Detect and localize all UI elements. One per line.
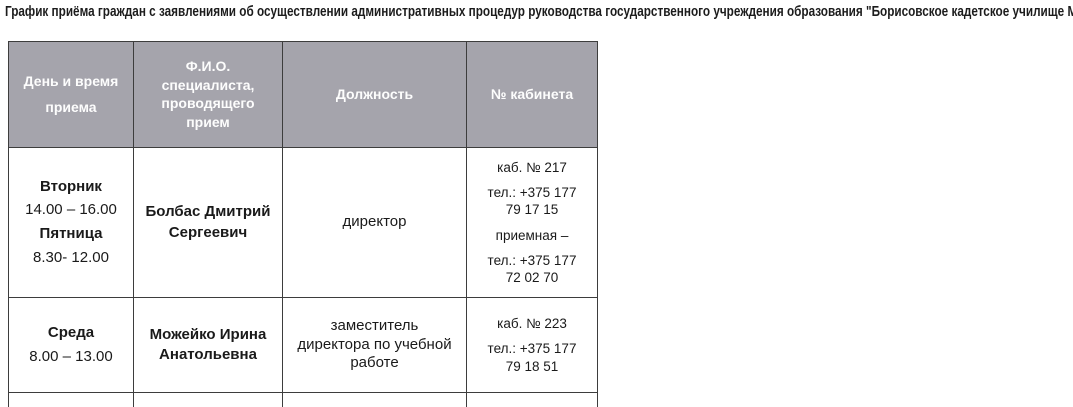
header-line: специалиста, xyxy=(161,76,255,93)
cabinet-phone: тел.: +375 177 72 02 70 xyxy=(487,252,577,286)
cell-position xyxy=(282,392,467,407)
header-line: Должность xyxy=(335,85,414,102)
cell-cabinet: каб. № 223 тел.: +375 177 79 18 51 xyxy=(466,297,598,393)
schedule-time: 8.30- 12.00 xyxy=(33,248,109,266)
table-row-partial xyxy=(8,392,598,407)
schedule-time: 14.00 – 16.00 xyxy=(25,201,117,219)
table-row: Среда 8.00 – 13.00 Можейко Ирина Анатоль… xyxy=(8,297,598,393)
cabinet-number: каб. № 223 xyxy=(497,316,567,332)
header-line: День и время xyxy=(23,73,119,89)
cabinet-number: каб. № 217 xyxy=(497,159,567,175)
cell-position: директор xyxy=(282,147,467,298)
cell-specialist-name: Можейко Ирина Анатольевна xyxy=(133,297,283,393)
table-header-row: День и время приема Ф.И.О. специалиста, … xyxy=(8,41,598,148)
schedule-day: Вторник xyxy=(40,177,102,195)
cabinet-phone: тел.: +375 177 79 18 51 xyxy=(487,341,577,374)
position-line: заместитель xyxy=(330,316,419,334)
document-title: График приёма граждан с заявлениями об о… xyxy=(5,4,1073,20)
reception-schedule-table: День и время приема Ф.И.О. специалиста, … xyxy=(8,41,598,407)
cell-cabinet xyxy=(466,392,598,407)
header-cabinet: № кабинета xyxy=(466,41,598,148)
header-line: проводящего xyxy=(161,95,255,111)
cell-day-time: Среда 8.00 – 13.00 xyxy=(8,297,134,393)
name-line: Болбас Дмитрий xyxy=(145,203,271,221)
name-line: Можейко Ирина xyxy=(149,325,267,343)
table-row: Вторник 14.00 – 16.00 Пятница 8.30- 12.0… xyxy=(8,147,598,298)
header-line: Ф.И.О. xyxy=(185,58,231,74)
cabinet-reception-label: приемная – xyxy=(495,227,569,243)
schedule-day: Пятница xyxy=(39,225,103,242)
position-line: директора по учебной xyxy=(297,335,452,353)
header-line: прием xyxy=(186,113,230,130)
position-line: работе xyxy=(350,354,399,372)
cell-day-time xyxy=(8,392,134,407)
header-day-time: День и время приема xyxy=(8,41,134,148)
header-line: приема xyxy=(45,98,97,115)
cell-specialist-name xyxy=(133,392,283,407)
cabinet-phone: тел.: +375 177 79 17 15 xyxy=(487,184,577,218)
document-title-text: График приёма граждан с заявлениями об о… xyxy=(5,4,1073,20)
name-line: Анатольевна xyxy=(159,346,257,363)
cell-position: заместитель директора по учебной работе xyxy=(282,297,467,393)
header-line: № кабинета xyxy=(490,85,574,102)
header-specialist-name: Ф.И.О. специалиста, проводящего прием xyxy=(133,41,283,148)
cell-day-time: Вторник 14.00 – 16.00 Пятница 8.30- 12.0… xyxy=(8,147,134,298)
schedule-time: 8.00 – 13.00 xyxy=(29,347,113,365)
header-position: Должность xyxy=(282,41,467,148)
name-line: Сергеевич xyxy=(168,223,248,241)
cell-specialist-name: Болбас Дмитрий Сергеевич xyxy=(133,147,283,298)
cell-cabinet: каб. № 217 тел.: +375 177 79 17 15 прием… xyxy=(466,147,598,298)
position-line: директор xyxy=(342,213,407,231)
schedule-day: Среда xyxy=(47,323,95,341)
